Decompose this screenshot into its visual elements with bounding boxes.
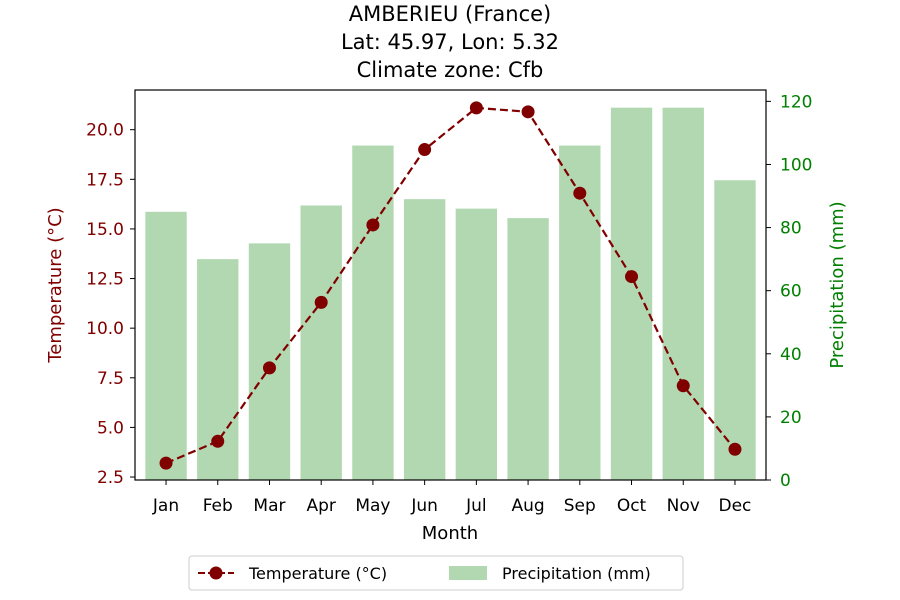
x-tick-label: Jan	[152, 496, 179, 516]
temperature-tick-label: 7.5	[97, 369, 124, 389]
temperature-point	[469, 101, 483, 115]
legend-temperature-marker	[209, 566, 223, 580]
x-tick-label: Jul	[465, 496, 487, 516]
precipitation-bar	[559, 145, 601, 480]
x-tick-label: Aug	[511, 496, 544, 516]
legend: Temperature (°C) Precipitation (mm)	[188, 555, 684, 591]
temperature-tick-label: 2.5	[97, 468, 124, 488]
temperature-point	[159, 456, 173, 470]
x-tick-label: Jun	[410, 496, 438, 516]
temperature-tick-label: 12.5	[86, 270, 124, 290]
temperature-tick-label: 17.5	[86, 170, 124, 190]
plot-frame	[134, 89, 767, 481]
precipitation-tick-label: 120	[780, 92, 812, 112]
temperature-tick-label: 15.0	[86, 220, 124, 240]
x-tick-label: Apr	[306, 496, 335, 516]
precipitation-tick-label: 20	[780, 408, 802, 428]
temperature-point	[314, 295, 328, 309]
temperature-axis: 2.5 5.0 7.5 10.0 12.5 15.0 17.5 20.0	[86, 121, 135, 488]
temperature-tick-label: 10.0	[86, 319, 124, 339]
precipitation-tick-label: 80	[780, 219, 802, 239]
precipitation-bar	[403, 199, 446, 481]
precipitation-tick-label: 60	[780, 282, 802, 302]
x-tick-label: Sep	[564, 496, 596, 516]
title-line-2: Lat: 45.97, Lon: 5.32	[341, 30, 559, 54]
x-tick-label: Mar	[253, 496, 285, 516]
x-tick-label: Dec	[719, 496, 752, 516]
x-tick-label: May	[355, 496, 390, 516]
x-axis: Jan Feb Mar Apr May Jun Jul Aug Sep Oct Nov Dec	[152, 480, 751, 516]
temperature-point	[366, 218, 380, 232]
temperature-tick-label: 20.0	[86, 121, 124, 141]
temperature-point	[625, 270, 639, 284]
temperature-point	[676, 379, 690, 393]
precipitation-bar	[507, 218, 549, 480]
precipitation-axis: 0 20 40 60 80 100 120	[766, 92, 812, 491]
temperature-point	[262, 361, 276, 375]
x-tick-label: Oct	[617, 496, 647, 516]
x-axis-label: Month	[422, 523, 478, 544]
precipitation-bar	[662, 107, 704, 480]
precipitation-bar	[714, 180, 756, 480]
legend-precipitation-label: Precipitation (mm)	[502, 564, 651, 583]
precipitation-tick-label: 100	[780, 155, 812, 175]
temperature-point	[521, 105, 535, 119]
temperature-point	[418, 143, 432, 157]
x-tick-label: Feb	[203, 496, 233, 516]
precipitation-tick-label: 40	[780, 345, 802, 365]
precipitation-bars	[145, 107, 756, 481]
precipitation-bar	[145, 211, 187, 480]
chart-title: AMBERIEU (France) Lat: 45.97, Lon: 5.32 …	[341, 2, 559, 82]
temperature-axis-label: Temperature (°C)	[45, 207, 66, 363]
x-tick-label: Nov	[667, 496, 700, 516]
temperature-point	[728, 442, 742, 456]
title-line-3: Climate zone: Cfb	[357, 58, 544, 82]
precipitation-bar	[610, 107, 653, 480]
precipitation-axis-label: Precipitation (mm)	[827, 201, 848, 368]
precipitation-bar	[352, 145, 394, 480]
legend-precipitation-swatch	[449, 566, 487, 580]
legend-box	[188, 555, 684, 591]
temperature-point	[211, 434, 225, 448]
precipitation-bar	[455, 208, 498, 480]
temperature-line	[165, 106, 736, 465]
temperature-tick-label: 5.0	[97, 418, 124, 438]
temperature-point	[573, 186, 587, 200]
title-line-1: AMBERIEU (France)	[349, 2, 551, 26]
temperature-series	[159, 101, 742, 470]
legend-temperature-label: Temperature (°C)	[248, 564, 387, 583]
precipitation-bar	[300, 205, 342, 480]
precipitation-tick-label: 0	[780, 471, 791, 491]
